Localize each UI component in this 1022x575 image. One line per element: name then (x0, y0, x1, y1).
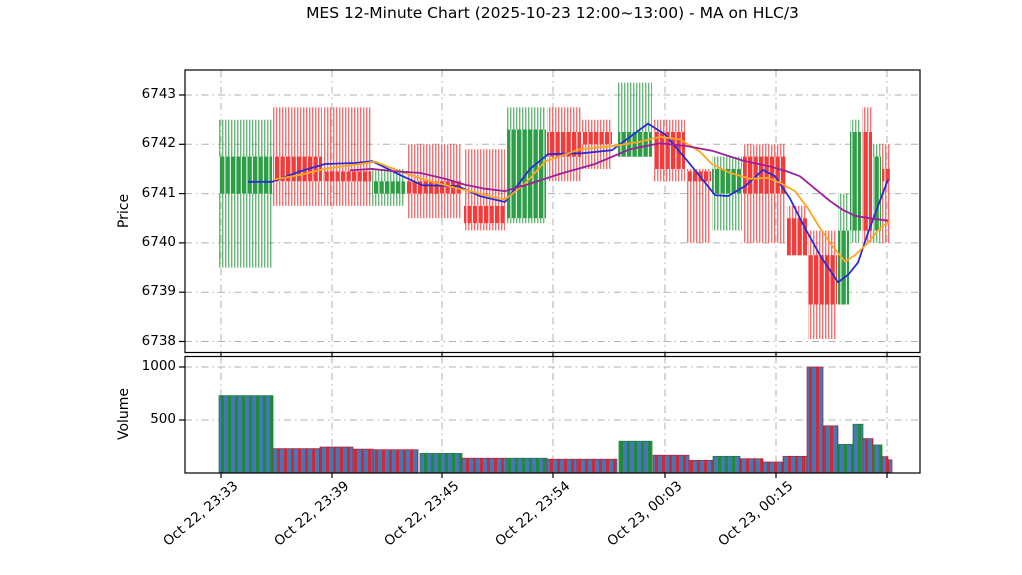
volume-tick-500: 500 (150, 411, 176, 427)
price-tick-6740: 6740 (141, 233, 176, 250)
price-tick-6738: 6738 (141, 332, 176, 349)
price-tick-6743: 6743 (141, 86, 176, 102)
price-tick-6741: 6741 (141, 184, 176, 201)
chart-title: MES 12-Minute Chart (2025-10-23 12:00~13… (306, 4, 799, 22)
price-tick-6739: 6739 (141, 283, 176, 300)
price-tick-6742: 6742 (141, 135, 176, 152)
volume-tick-1000: 1000 (141, 358, 176, 374)
